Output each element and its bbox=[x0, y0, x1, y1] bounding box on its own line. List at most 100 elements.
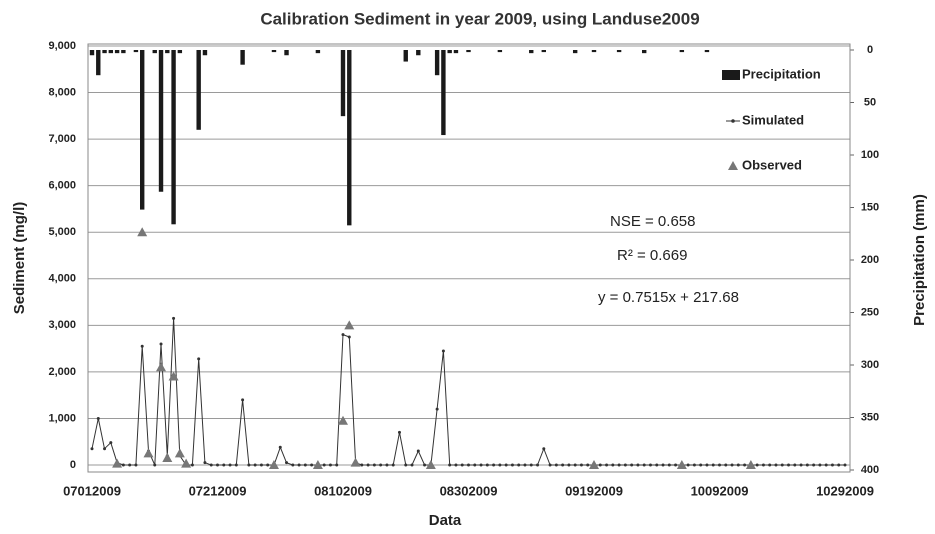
simulated-point bbox=[830, 463, 834, 467]
observed-point bbox=[350, 457, 361, 467]
simulated-point bbox=[335, 463, 339, 467]
simulated-point bbox=[498, 463, 502, 467]
simulated-point bbox=[310, 463, 314, 467]
simulated-point bbox=[379, 463, 383, 467]
simulated-point bbox=[190, 463, 194, 467]
y-tick-label: 9,000 bbox=[48, 40, 76, 52]
y2-tick-label: 100 bbox=[861, 149, 879, 161]
precip-bar bbox=[140, 50, 145, 210]
precip-bar bbox=[240, 50, 245, 65]
simulated-point bbox=[278, 445, 282, 449]
x-tick-label: 07012009 bbox=[63, 483, 121, 498]
simulated-point bbox=[303, 463, 307, 467]
precip-bar bbox=[541, 50, 546, 53]
simulated-point bbox=[397, 430, 401, 434]
y-tick-label: 0 bbox=[70, 459, 76, 471]
precip-bar bbox=[453, 50, 459, 54]
simulated-point bbox=[172, 316, 176, 320]
precip-bar bbox=[152, 50, 157, 54]
observed-point bbox=[137, 227, 148, 237]
legend-label: Observed bbox=[742, 157, 802, 172]
simulated-point bbox=[435, 407, 439, 411]
simulated-point bbox=[768, 463, 772, 467]
simulated-point bbox=[322, 463, 326, 467]
y2-tick-label: 200 bbox=[861, 254, 879, 266]
simulated-point bbox=[674, 463, 678, 467]
simulated-point bbox=[586, 463, 590, 467]
simulated-point bbox=[247, 463, 251, 467]
precip-bar bbox=[171, 50, 176, 225]
precip-bar bbox=[441, 50, 446, 136]
simulated-point bbox=[454, 463, 458, 467]
simulated-point bbox=[121, 463, 125, 467]
annotation: y = 0.7515x + 217.68 bbox=[598, 289, 739, 306]
observed-point bbox=[181, 458, 192, 468]
simulated-point bbox=[780, 463, 784, 467]
legend-swatch bbox=[722, 70, 740, 80]
y-axis-label: Sediment (mg/l) bbox=[11, 202, 28, 315]
simulated-point bbox=[259, 463, 263, 467]
observed-point bbox=[268, 460, 279, 469]
simulated-point bbox=[611, 463, 615, 467]
simulated-point bbox=[128, 463, 132, 467]
annotation: R² = 0.669 bbox=[617, 247, 687, 264]
y-tick-label: 8,000 bbox=[48, 86, 76, 98]
simulated-point bbox=[523, 463, 527, 467]
simulated-point bbox=[209, 463, 213, 467]
simulated-point bbox=[448, 463, 452, 467]
precip-bar bbox=[165, 50, 170, 54]
y2-tick-label: 0 bbox=[867, 44, 873, 56]
simulated-point bbox=[109, 441, 113, 445]
simulated-point bbox=[542, 447, 546, 451]
simulated-point bbox=[347, 335, 351, 339]
simulated-point bbox=[228, 463, 232, 467]
y2-axis-label: Precipitation (mm) bbox=[911, 194, 928, 326]
precip-bar bbox=[403, 50, 408, 62]
precip-bar bbox=[102, 50, 107, 54]
simulated-point bbox=[636, 463, 640, 467]
precip-bar bbox=[434, 50, 440, 76]
observed-point bbox=[338, 415, 348, 425]
simulated-point bbox=[699, 463, 703, 467]
simulated-point bbox=[410, 463, 414, 467]
precip-bar bbox=[96, 50, 101, 76]
simulated-point bbox=[799, 463, 803, 467]
simulated-point bbox=[605, 463, 609, 467]
simulated-point bbox=[730, 463, 734, 467]
simulated-point bbox=[423, 463, 427, 467]
precip-bar bbox=[284, 50, 289, 56]
simulated-point bbox=[328, 463, 332, 467]
x-tick-label: 08102009 bbox=[314, 483, 372, 498]
legend-swatch bbox=[728, 161, 738, 170]
y-tick-label: 6,000 bbox=[48, 180, 76, 192]
simulated-point bbox=[837, 463, 841, 467]
observed-point bbox=[344, 320, 355, 330]
simulated-point bbox=[661, 463, 665, 467]
precip-bar bbox=[121, 50, 126, 54]
simulated-point bbox=[517, 463, 521, 467]
chart-title: Calibration Sediment in year 2009, using… bbox=[260, 9, 699, 28]
simulated-point bbox=[561, 463, 565, 467]
precip-bar bbox=[497, 50, 503, 53]
x-tick-label: 07212009 bbox=[189, 483, 247, 498]
simulated-point bbox=[554, 463, 558, 467]
x-tick-label: 09192009 bbox=[565, 483, 623, 498]
simulated-point bbox=[134, 463, 138, 467]
simulated-point bbox=[479, 463, 483, 467]
simulated-point bbox=[404, 463, 408, 467]
precip-bar bbox=[529, 50, 534, 54]
y2-tick-label: 150 bbox=[861, 201, 879, 213]
simulated-point bbox=[642, 463, 646, 467]
simulated-point bbox=[692, 463, 696, 467]
annotation: NSE = 0.658 bbox=[610, 213, 695, 230]
precip-bar bbox=[704, 50, 710, 53]
observed-point bbox=[112, 458, 123, 468]
simulated-point bbox=[297, 463, 301, 467]
simulated-point bbox=[341, 333, 345, 337]
legend-swatch bbox=[731, 119, 735, 123]
simulated-point bbox=[366, 463, 370, 467]
observed-point bbox=[168, 371, 179, 381]
precip-bar bbox=[89, 50, 95, 56]
simulated-point bbox=[686, 463, 690, 467]
x-tick-label: 10092009 bbox=[691, 483, 749, 498]
